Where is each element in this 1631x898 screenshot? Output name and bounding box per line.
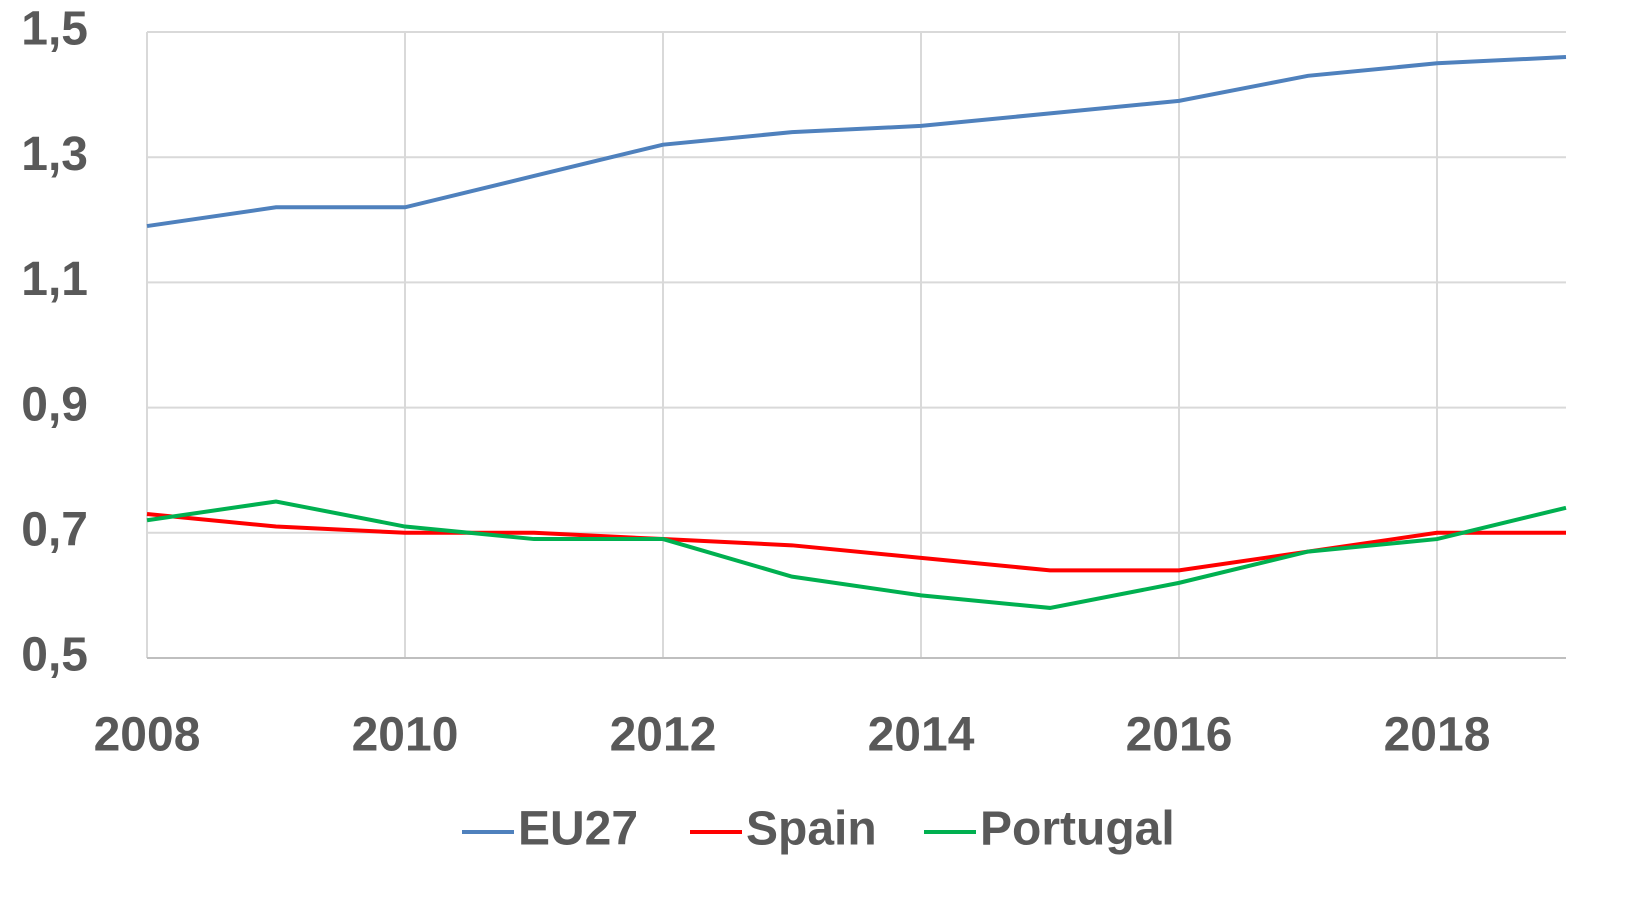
legend-label: EU27 [518, 803, 638, 856]
x-tick-label: 2010 [352, 709, 459, 762]
data-line [146, 499, 1567, 610]
y-tick-label: 1,1 [21, 253, 88, 306]
y-tick-label: 1,5 [21, 3, 88, 56]
x-tick-label: 2014 [868, 709, 975, 762]
x-tick-label: 2016 [1126, 709, 1233, 762]
x-tick-label: 2008 [94, 709, 201, 762]
data-line [146, 512, 1566, 573]
legend-label: Portugal [980, 803, 1175, 856]
data-line [146, 55, 1567, 229]
y-tick-label: 1,3 [21, 128, 88, 181]
x-tick-label: 2012 [610, 709, 717, 762]
x-tick-label: 2018 [1384, 709, 1491, 762]
y-tick-label: 0,7 [21, 503, 88, 556]
y-tick-label: 0,5 [21, 629, 88, 682]
legend-label: Spain [746, 803, 877, 856]
y-tick-label: 0,9 [21, 378, 88, 431]
